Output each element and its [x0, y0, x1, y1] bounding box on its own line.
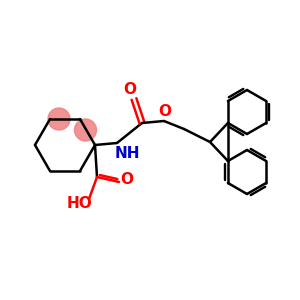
Text: NH: NH: [114, 146, 140, 160]
Text: O: O: [121, 172, 134, 188]
Text: O: O: [158, 104, 172, 119]
Circle shape: [74, 119, 97, 141]
Circle shape: [48, 108, 70, 130]
Text: O: O: [124, 82, 136, 98]
Text: HO: HO: [66, 196, 92, 211]
